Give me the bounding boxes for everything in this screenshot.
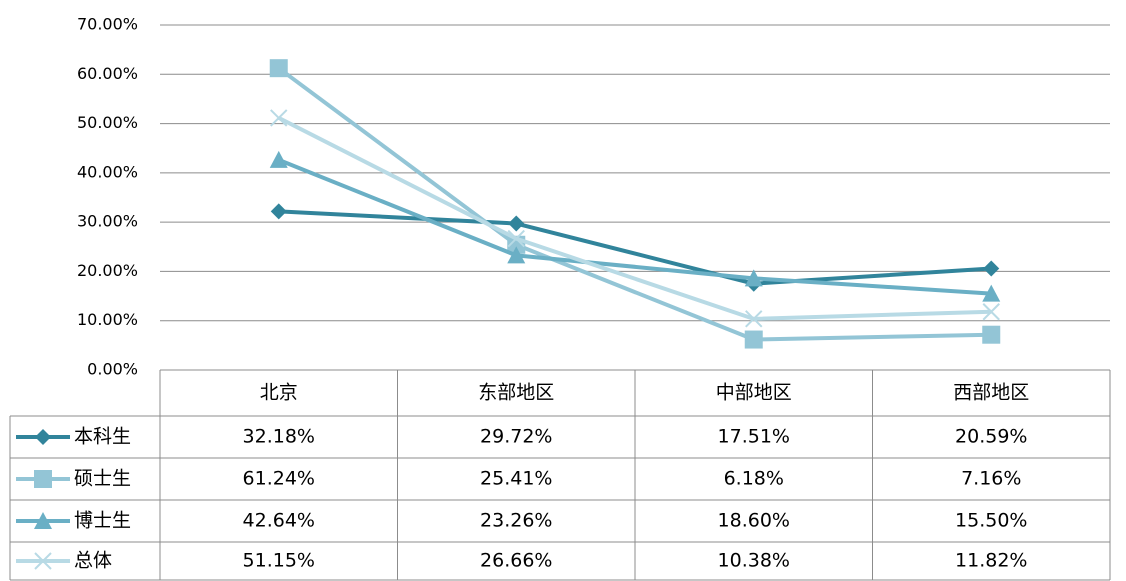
marker <box>745 310 763 328</box>
marker <box>35 429 51 445</box>
table-cell: 18.60% <box>718 510 790 532</box>
y-tick-label: 50.00% <box>77 113 138 132</box>
marker <box>34 470 52 488</box>
y-tick-label: 30.00% <box>77 212 138 231</box>
legend-label: 总体 <box>74 550 112 572</box>
y-tick-label: 0.00% <box>87 360 138 379</box>
table-cell: 11.82% <box>955 550 1027 572</box>
marker <box>507 229 525 248</box>
legend-label: 本科生 <box>74 426 131 448</box>
legend-label: 博士生 <box>74 510 131 532</box>
series-line <box>277 116 992 321</box>
x-tick-label: 中部地区 <box>716 382 792 404</box>
series-line <box>278 209 992 286</box>
marker <box>270 203 287 220</box>
table-cell: 15.50% <box>955 510 1027 532</box>
y-tick-label: 70.00% <box>77 15 138 34</box>
table-cell: 17.51% <box>718 426 790 448</box>
marker <box>982 284 1001 302</box>
table-cell: 26.66% <box>480 550 552 572</box>
marker <box>269 59 288 78</box>
marker <box>34 512 52 529</box>
marker <box>744 330 763 349</box>
table-cell: 6.18% <box>724 468 784 490</box>
series-line <box>277 66 992 342</box>
marker <box>982 325 1001 344</box>
table-cell: 32.18% <box>243 426 315 448</box>
table-cell: 10.38% <box>718 550 790 572</box>
table-cell: 25.41% <box>480 468 552 490</box>
table-cell: 42.64% <box>243 510 315 532</box>
y-tick-label: 20.00% <box>77 261 138 280</box>
x-tick-label: 东部地区 <box>478 382 554 404</box>
marker <box>507 246 526 264</box>
table-cell: 29.72% <box>480 426 552 448</box>
marker <box>270 109 288 127</box>
table-cell: 20.59% <box>955 426 1027 448</box>
series-line <box>278 157 992 296</box>
legend-label: 硕士生 <box>74 468 131 490</box>
y-tick-label: 60.00% <box>77 64 138 83</box>
y-tick-label: 40.00% <box>77 162 138 181</box>
marker <box>269 150 288 168</box>
table-cell: 7.16% <box>961 468 1021 490</box>
marker <box>744 269 763 287</box>
y-tick-label: 10.00% <box>77 310 138 329</box>
marker <box>508 215 525 232</box>
x-tick-label: 北京 <box>260 382 298 404</box>
table-cell: 61.24% <box>243 468 315 490</box>
marker <box>34 552 52 570</box>
table-cell: 23.26% <box>480 510 552 532</box>
x-tick-label: 西部地区 <box>953 382 1029 404</box>
marker <box>983 260 1000 277</box>
table-cell: 51.15% <box>243 550 315 572</box>
marker <box>982 303 1000 321</box>
